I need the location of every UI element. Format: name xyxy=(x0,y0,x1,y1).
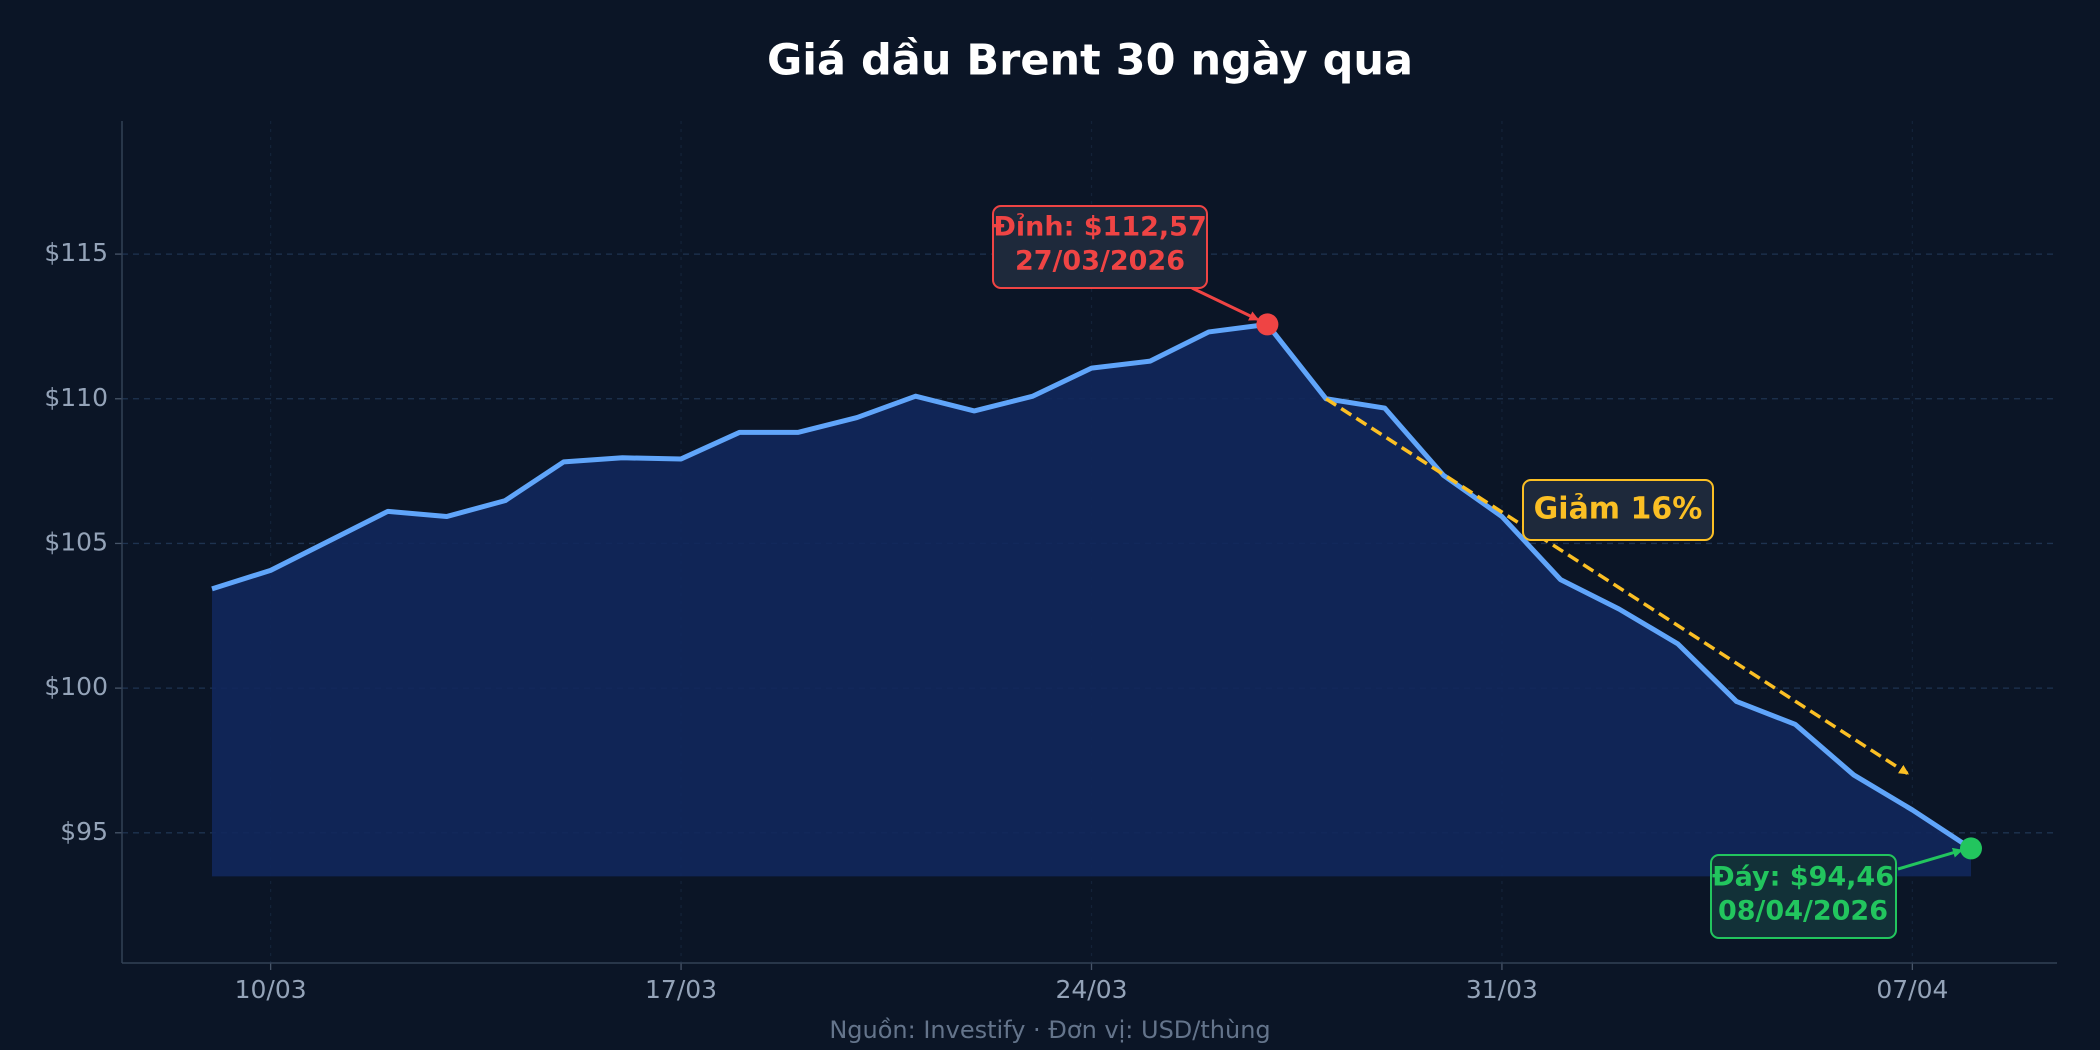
peak-box xyxy=(992,205,1208,289)
trend-label: Giảm 16% xyxy=(1534,492,1703,527)
peak-point xyxy=(1256,313,1279,336)
trough-point xyxy=(1960,837,1982,860)
trough-arrow xyxy=(1897,847,1963,871)
y-tick-label: $105 xyxy=(44,527,108,556)
x-tick-label: 31/03 xyxy=(1466,975,1538,1004)
x-tick-label: 17/03 xyxy=(645,975,717,1004)
peak-label: Đỉnh: $112,57 xyxy=(993,212,1207,243)
price-line xyxy=(211,321,1973,851)
y-tick-label: $115 xyxy=(44,238,108,267)
x-tick-label: 07/04 xyxy=(1876,975,1948,1004)
trough-box xyxy=(1710,854,1897,939)
x-tick-label: 10/03 xyxy=(235,975,307,1004)
peak-arrow xyxy=(1191,286,1260,321)
peak-label: 27/03/2026 xyxy=(1015,246,1185,277)
trough-label: 08/04/2026 xyxy=(1718,896,1888,927)
x-tick-label: 24/03 xyxy=(1055,975,1127,1004)
trend-box xyxy=(1522,479,1714,541)
source-note: Nguồn: Investify · Đơn vị: USD/thùng xyxy=(829,1016,1270,1044)
y-tick-label: $100 xyxy=(44,672,108,701)
y-tick-label: $95 xyxy=(60,817,108,846)
trough-label: Đáy: $94,46 xyxy=(1712,862,1894,893)
trend-arrow xyxy=(1325,397,1910,775)
chart-title: Giá dầu Brent 30 ngày qua xyxy=(767,36,1413,86)
y-tick-label: $110 xyxy=(44,383,108,412)
area-fill xyxy=(212,324,1971,877)
